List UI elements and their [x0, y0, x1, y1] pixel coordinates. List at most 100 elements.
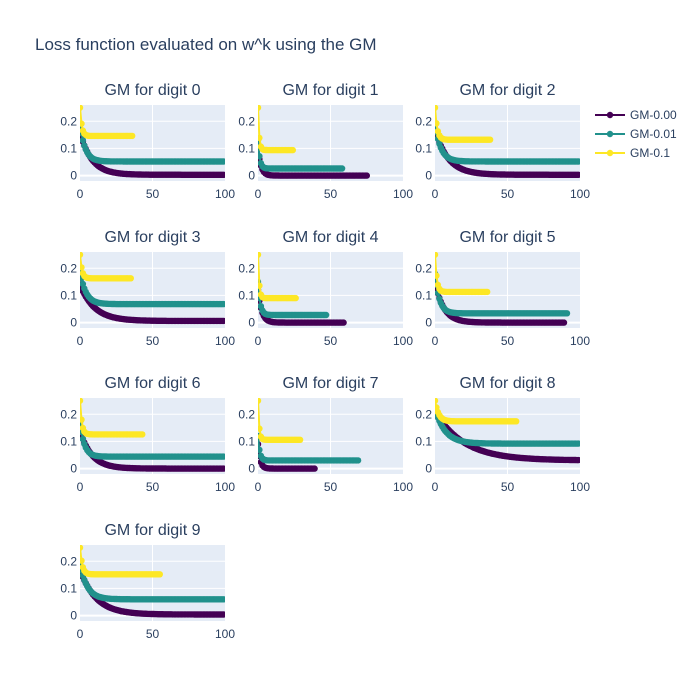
legend-label: GM-0.01 — [630, 127, 677, 141]
y-tick-label: 0.1 — [238, 141, 255, 155]
data-point — [80, 557, 85, 564]
data-point — [435, 105, 439, 111]
y-tick-label: 0.1 — [238, 288, 255, 302]
series-layer — [80, 545, 225, 618]
y-tick-label: 0.1 — [60, 434, 77, 448]
y-tick-label: 0.1 — [60, 141, 77, 155]
data-point — [80, 264, 85, 271]
x-tick-label: 50 — [324, 334, 338, 348]
legend-marker — [606, 130, 614, 138]
y-tick-label: 0 — [70, 462, 77, 476]
subplot-digit-4: 0 50 100 0 0.1 0.2 GM for digit 4 — [238, 229, 413, 348]
y-tick-label: 0.1 — [415, 434, 432, 448]
subplot-title: GM for digit 3 — [104, 229, 200, 246]
legend-marker — [606, 149, 614, 157]
legend[interactable]: GM-0.00 GM-0.01 GM-0.1 — [595, 108, 677, 160]
data-point — [435, 398, 439, 404]
y-tick-label: 0.1 — [415, 141, 432, 155]
legend-label: GM-0.1 — [630, 146, 670, 160]
x-tick-label: 100 — [393, 334, 413, 348]
x-tick-label: 50 — [146, 187, 160, 201]
data-point — [258, 252, 262, 258]
data-point — [575, 456, 580, 464]
subplot-title: GM for digit 2 — [459, 82, 555, 99]
x-tick-label: 0 — [255, 480, 262, 494]
data-point — [258, 153, 263, 160]
x-tick-label: 50 — [501, 480, 515, 494]
subplot-digit-0: 0 50 100 0 0.1 0.2 GM for digit 0 — [60, 82, 235, 201]
data-point — [127, 275, 134, 282]
x-tick-label: 100 — [215, 187, 235, 201]
x-tick-label: 0 — [432, 480, 439, 494]
subplot-title: GM for digit 4 — [282, 229, 378, 246]
legend-item-GM-0.00[interactable]: GM-0.00 — [595, 108, 677, 122]
x-tick-label: 0 — [432, 187, 439, 201]
subplot-digit-9: 0 50 100 0 0.1 0.2 GM for digit 9 — [60, 522, 235, 641]
data-point — [220, 171, 225, 178]
y-tick-label: 0 — [425, 462, 432, 476]
legend-item-GM-0.01[interactable]: GM-0.01 — [595, 127, 677, 141]
data-point — [80, 137, 87, 144]
y-tick-label: 0.2 — [238, 114, 255, 128]
y-tick-label: 0.2 — [415, 114, 432, 128]
series-layer — [80, 105, 225, 178]
y-tick-label: 0.2 — [60, 261, 77, 275]
x-tick-label: 0 — [77, 334, 84, 348]
data-point — [80, 545, 84, 551]
y-tick-label: 0 — [425, 316, 432, 330]
x-tick-label: 100 — [570, 334, 590, 348]
data-point — [258, 105, 262, 111]
data-point — [513, 418, 520, 425]
data-point — [220, 596, 225, 603]
data-point — [139, 431, 146, 438]
x-tick-label: 0 — [77, 480, 84, 494]
data-point — [220, 465, 225, 472]
y-tick-label: 0.2 — [60, 407, 77, 421]
legend-marker — [606, 111, 614, 119]
data-point — [575, 440, 580, 447]
data-point — [80, 398, 84, 404]
data-point — [289, 146, 296, 154]
subplot-digit-2: 0 50 100 0 0.1 0.2 GM for digit 2 — [415, 82, 590, 201]
data-point — [575, 158, 580, 165]
data-point — [80, 252, 84, 258]
x-tick-label: 50 — [324, 187, 338, 201]
data-point — [80, 435, 87, 443]
y-tick-label: 0.1 — [415, 288, 432, 302]
subplot-title: GM for digit 7 — [282, 375, 378, 392]
data-point — [575, 171, 580, 178]
x-tick-label: 0 — [255, 334, 262, 348]
series-layer — [80, 398, 225, 472]
data-point — [220, 611, 225, 618]
subplot-title: GM for digit 0 — [104, 82, 200, 99]
data-point — [80, 416, 85, 423]
y-tick-label: 0.1 — [60, 288, 77, 302]
data-point — [484, 288, 491, 296]
data-point — [220, 317, 225, 325]
y-tick-label: 0.2 — [60, 114, 77, 128]
series-layer — [435, 252, 571, 326]
y-tick-label: 0 — [70, 316, 77, 330]
x-tick-label: 100 — [570, 480, 590, 494]
series-layer — [435, 398, 580, 464]
subplot-grid: 0 50 100 0 0.1 0.2 GM for digit 0 0 50 100 0 0.1 0.2… — [60, 82, 590, 641]
legend-item-GM-0.1[interactable]: GM-0.1 — [595, 146, 670, 160]
legend-label: GM-0.00 — [630, 108, 677, 122]
data-point — [220, 453, 225, 460]
data-point — [258, 446, 263, 453]
x-tick-label: 100 — [393, 187, 413, 201]
y-tick-label: 0.2 — [415, 407, 432, 421]
x-tick-label: 50 — [146, 627, 160, 641]
subplot-digit-8: 0 50 100 0 0.1 0.2 GM for digit 8 — [415, 375, 590, 494]
data-point — [560, 319, 568, 326]
y-tick-label: 0.2 — [238, 261, 255, 275]
y-tick-label: 0 — [248, 462, 255, 476]
x-tick-label: 50 — [501, 334, 515, 348]
data-point — [220, 158, 225, 165]
y-tick-label: 0 — [425, 169, 432, 183]
y-tick-label: 0.2 — [238, 407, 255, 421]
subplot-title: GM for digit 8 — [459, 375, 555, 392]
data-point — [258, 425, 263, 432]
x-tick-label: 100 — [215, 480, 235, 494]
